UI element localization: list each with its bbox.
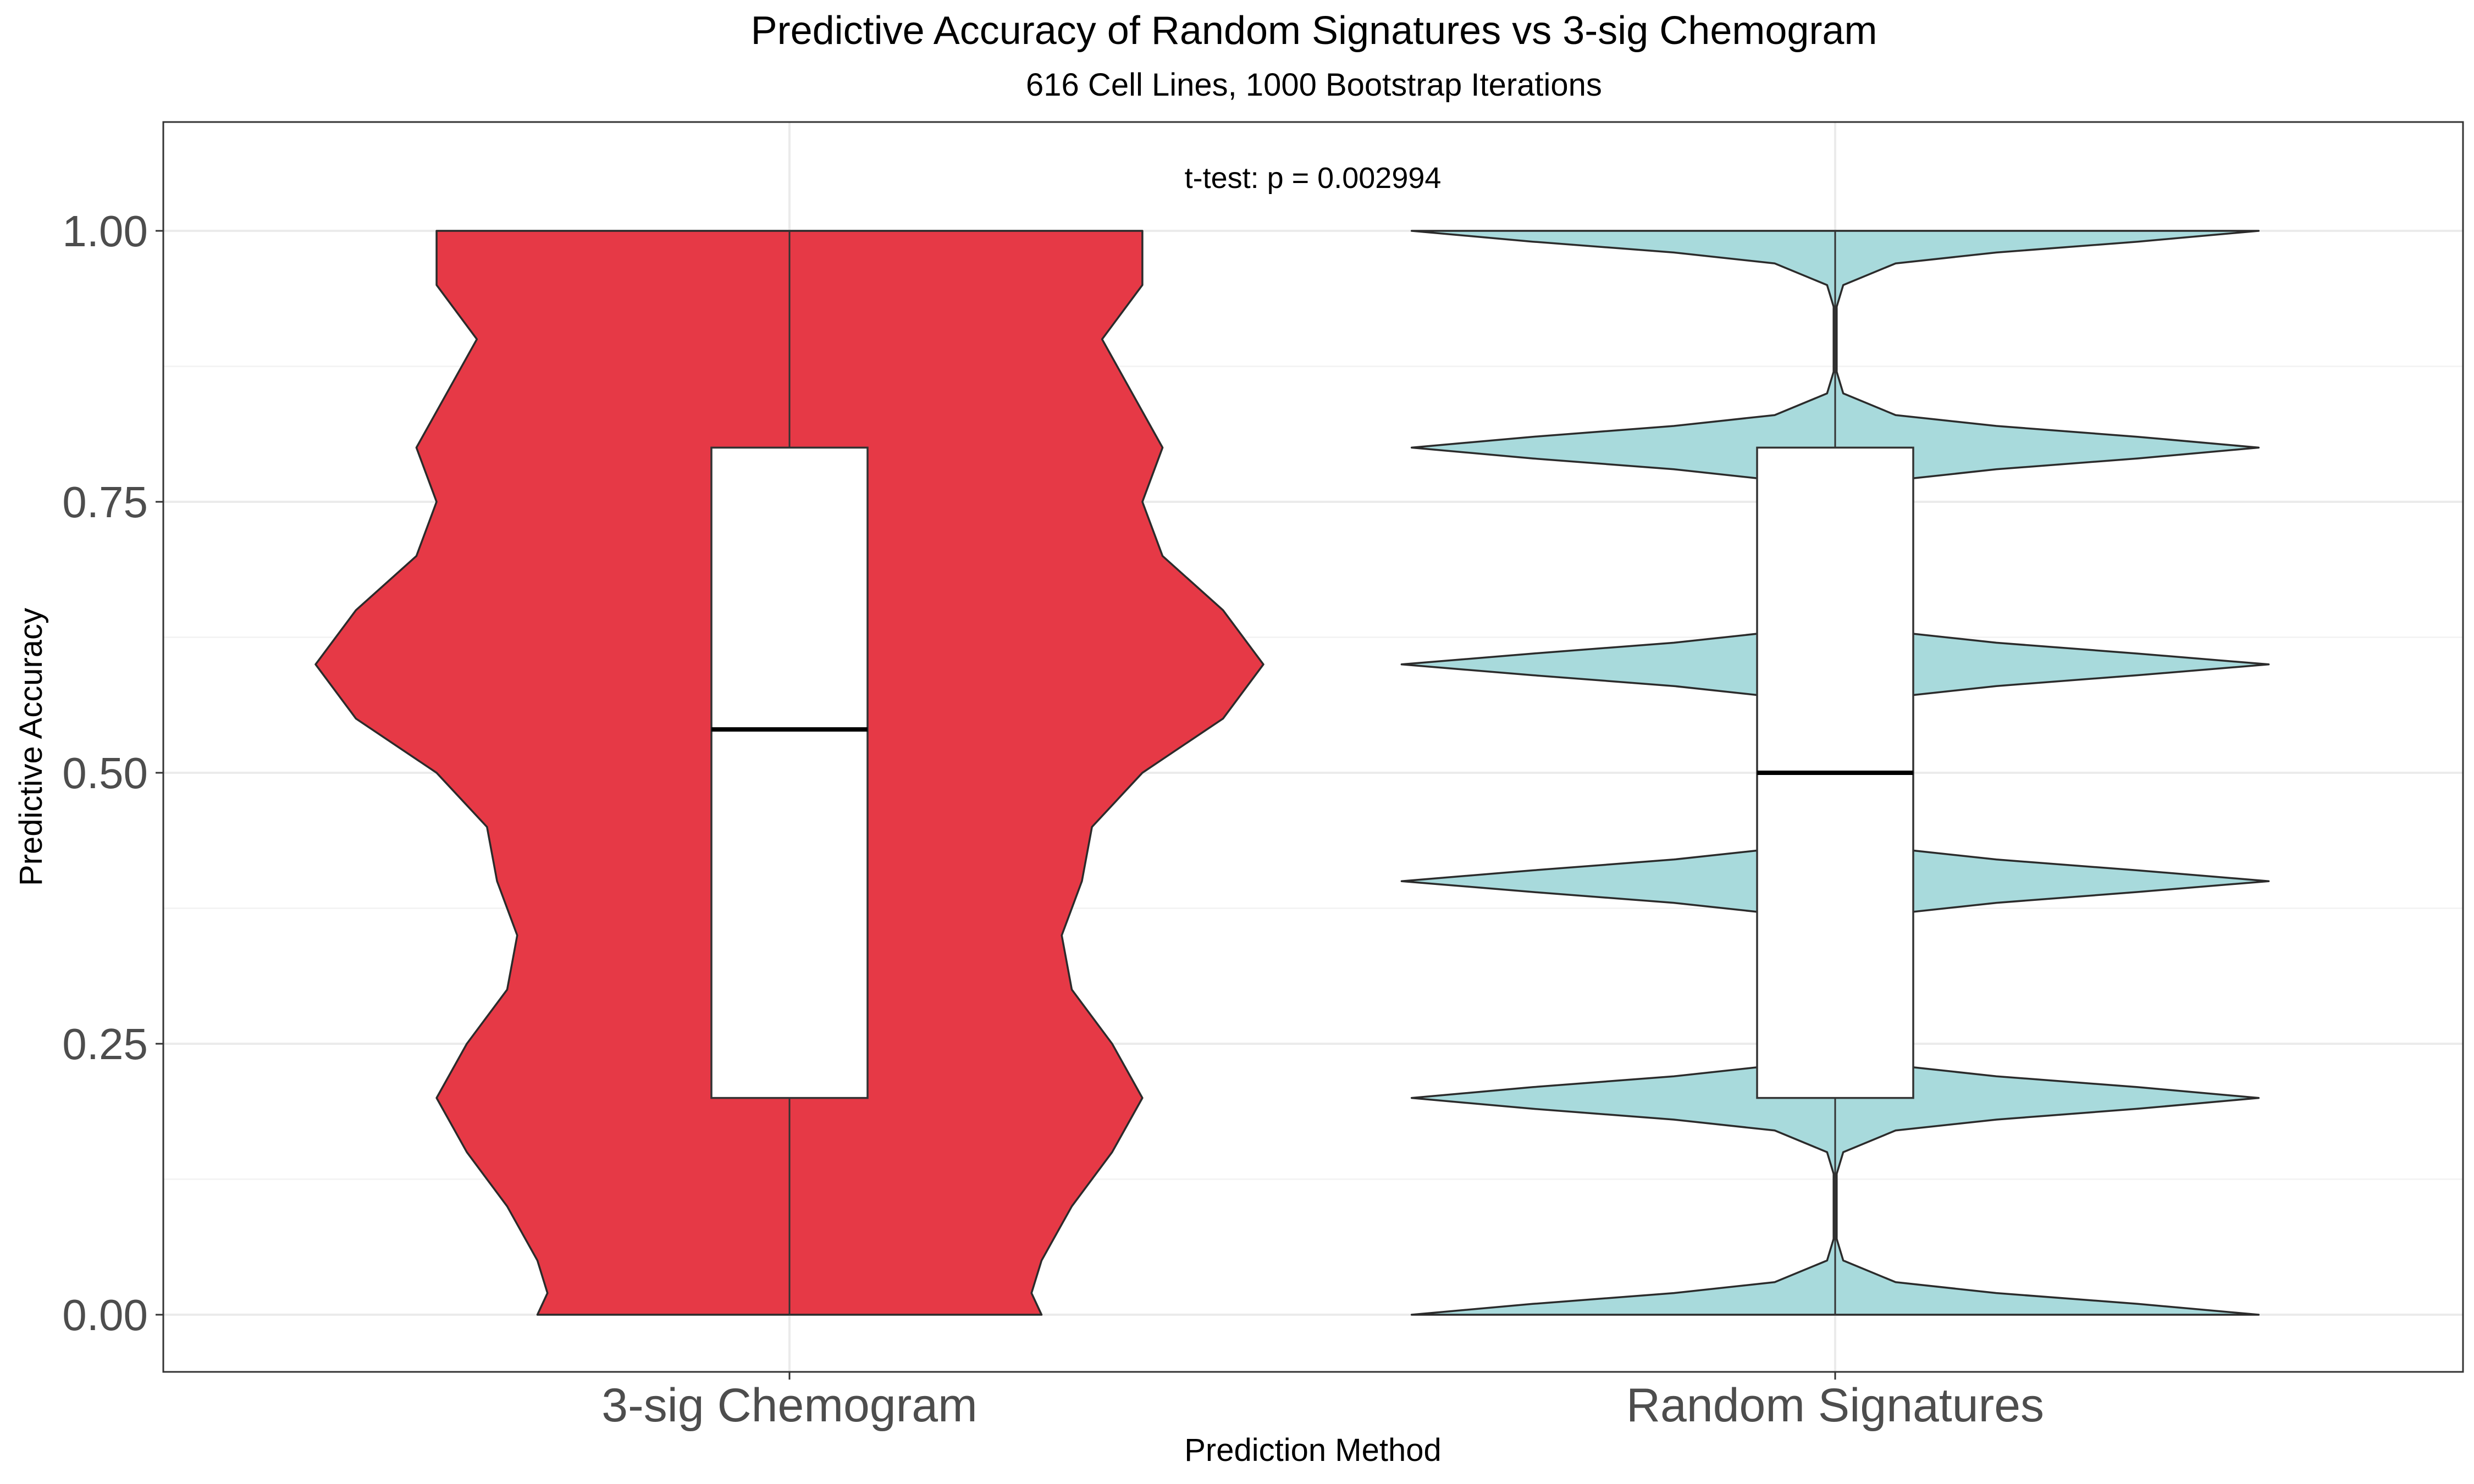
plot-panel-border: [162, 121, 2464, 1373]
x-tick-label: Random Signatures: [1626, 1379, 2044, 1432]
x-axis-title: Prediction Method: [1184, 1432, 1441, 1468]
x-tick-label: 3-sig Chemogram: [601, 1379, 977, 1432]
t-test-annotation: t-test: p = 0.002994: [1185, 162, 1442, 195]
boxplots: [710, 231, 1914, 1315]
y-tick-label: 0.25: [62, 1020, 148, 1068]
y-tick-label: 0.00: [62, 1291, 148, 1339]
chart-title: Predictive Accuracy of Random Signatures…: [751, 9, 1877, 53]
y-tick-label: 0.75: [62, 478, 148, 527]
y-tick-label: 1.00: [62, 207, 148, 256]
box-chemogram: [710, 446, 869, 1099]
y-axis-ticks: 0.00 0.25 0.50 0.75 1.00: [62, 207, 163, 1339]
chart-subtitle: 616 Cell Lines, 1000 Bootstrap Iteration…: [1026, 67, 1602, 103]
y-axis-title: Predictive Accuracy: [13, 608, 49, 886]
y-tick-label: 0.50: [62, 749, 148, 798]
x-axis-ticks: 3-sig Chemogram Random Signatures: [601, 1372, 2044, 1432]
